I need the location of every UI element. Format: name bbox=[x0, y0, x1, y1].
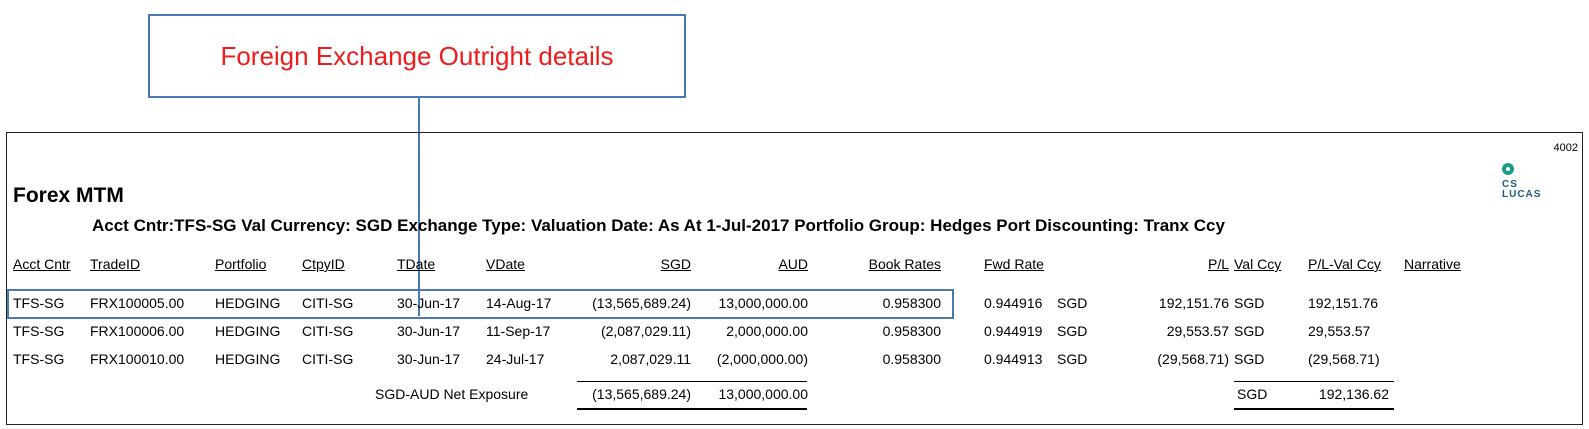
cell-pl-val-ccy: (29,568.71) bbox=[1308, 351, 1380, 367]
header-val-ccy[interactable]: Val Ccy bbox=[1234, 256, 1282, 272]
totals-rule-top bbox=[577, 381, 807, 382]
cell-pl: (29,568.71) bbox=[1157, 351, 1229, 367]
cs-lucas-logo: CS LUCAS bbox=[1502, 163, 1564, 211]
cell-acct: TFS-SG bbox=[13, 351, 65, 367]
cell-fwd-rate: 0.944913 bbox=[984, 351, 1043, 367]
header-sgd[interactable]: SGD bbox=[660, 256, 691, 272]
cell-pl-val-ccy: 192,151.76 bbox=[1308, 295, 1379, 311]
header-pl-val-ccy[interactable]: P/L-Val Ccy bbox=[1308, 256, 1381, 272]
net-exposure-label: SGD-AUD Net Exposure bbox=[375, 386, 529, 402]
cell-trade-id: FRX100005.00 bbox=[90, 295, 185, 311]
cell-sgd: (13,565,689.24) bbox=[592, 295, 691, 311]
report-title: Forex MTM bbox=[13, 184, 124, 207]
totals-rule-bottom bbox=[577, 408, 807, 410]
cell-pl-val-ccy: 29,553.57 bbox=[1308, 323, 1371, 339]
cell-ctpy: CITI-SG bbox=[302, 351, 354, 367]
cell-trade-id: FRX100010.00 bbox=[90, 351, 185, 367]
header-narrative[interactable]: Narrative bbox=[1404, 256, 1461, 272]
header-aud[interactable]: AUD bbox=[778, 256, 808, 272]
header-ctpy-id[interactable]: CtpyID bbox=[302, 256, 345, 272]
cell-pl: 29,553.57 bbox=[1166, 323, 1229, 339]
cell-ctpy: CITI-SG bbox=[302, 295, 354, 311]
forex-mtm-report: 4002 CS LUCAS Forex MTM Acct Cntr:TFS-SG … bbox=[6, 132, 1583, 425]
cell-val-ccy: SGD bbox=[1234, 323, 1265, 339]
header-portfolio[interactable]: Portfolio bbox=[215, 256, 267, 272]
cell-tdate: 30-Jun-17 bbox=[397, 351, 461, 367]
callout-connector-line bbox=[418, 98, 420, 316]
net-exposure-aud: 13,000,000.00 bbox=[718, 386, 808, 402]
cell-aud: (2,000,000.00) bbox=[716, 351, 808, 367]
totals-rule-top-pl bbox=[1234, 381, 1394, 382]
cell-fwd-rate: 0.944919 bbox=[984, 323, 1043, 339]
cell-sgd: 2,087,029.11 bbox=[610, 351, 691, 367]
cell-portfolio: HEDGING bbox=[215, 351, 281, 367]
cell-vdate: 24-Jul-17 bbox=[486, 351, 545, 367]
cell-portfolio: HEDGING bbox=[215, 295, 281, 311]
cell-tdate: 30-Jun-17 bbox=[397, 323, 461, 339]
totals-rule-bottom-pl bbox=[1234, 408, 1394, 410]
cell-ctpy: CITI-SG bbox=[302, 323, 354, 339]
cell-tdate: 30-Jun-17 bbox=[397, 295, 461, 311]
highlight-box bbox=[7, 289, 954, 319]
cell-book-rate: 0.958300 bbox=[882, 323, 941, 339]
cell-pl: 192,151.76 bbox=[1158, 295, 1229, 311]
cell-fwd-ccy: SGD bbox=[1057, 351, 1088, 367]
page-number: 4002 bbox=[1553, 142, 1578, 154]
net-exposure-sgd: (13,565,689.24) bbox=[592, 386, 691, 402]
cell-aud: 13,000,000.00 bbox=[718, 295, 808, 311]
net-pl-val-ccy: 192,136.62 bbox=[1318, 386, 1389, 402]
logo-ring-icon bbox=[1502, 163, 1514, 175]
header-tdate[interactable]: TDate bbox=[397, 256, 436, 272]
callout-text: Foreign Exchange Outright details bbox=[220, 40, 614, 71]
cell-fwd-ccy: SGD bbox=[1057, 295, 1088, 311]
callout-box: Foreign Exchange Outright details bbox=[148, 14, 686, 98]
header-vdate[interactable]: VDate bbox=[486, 256, 525, 272]
cell-acct: TFS-SG bbox=[13, 295, 65, 311]
cell-book-rate: 0.958300 bbox=[882, 351, 941, 367]
cell-vdate: 14-Aug-17 bbox=[486, 295, 552, 311]
cell-fwd-ccy: SGD bbox=[1057, 323, 1088, 339]
header-pl[interactable]: P/L bbox=[1207, 256, 1229, 272]
report-subtitle: Acct Cntr:TFS-SG Val Currency: SGD Excha… bbox=[92, 216, 1225, 235]
header-fwd-rate[interactable]: Fwd Rate bbox=[984, 256, 1044, 272]
header-trade-id[interactable]: TradeID bbox=[90, 256, 141, 272]
header-acct-cntr[interactable]: Acct Cntr bbox=[13, 256, 71, 272]
cell-val-ccy: SGD bbox=[1234, 351, 1265, 367]
net-val-ccy: SGD bbox=[1237, 386, 1268, 402]
cell-trade-id: FRX100006.00 bbox=[90, 323, 185, 339]
cell-portfolio: HEDGING bbox=[215, 323, 281, 339]
header-book-rates[interactable]: Book Rates bbox=[868, 256, 941, 272]
cell-fwd-rate: 0.944916 bbox=[984, 295, 1043, 311]
cell-aud: 2,000,000.00 bbox=[726, 323, 808, 339]
cell-vdate: 11-Sep-17 bbox=[486, 323, 551, 339]
cell-sgd: (2,087,029.11) bbox=[600, 323, 691, 339]
cell-acct: TFS-SG bbox=[13, 323, 65, 339]
cell-val-ccy: SGD bbox=[1234, 295, 1265, 311]
cell-book-rate: 0.958300 bbox=[882, 295, 941, 311]
